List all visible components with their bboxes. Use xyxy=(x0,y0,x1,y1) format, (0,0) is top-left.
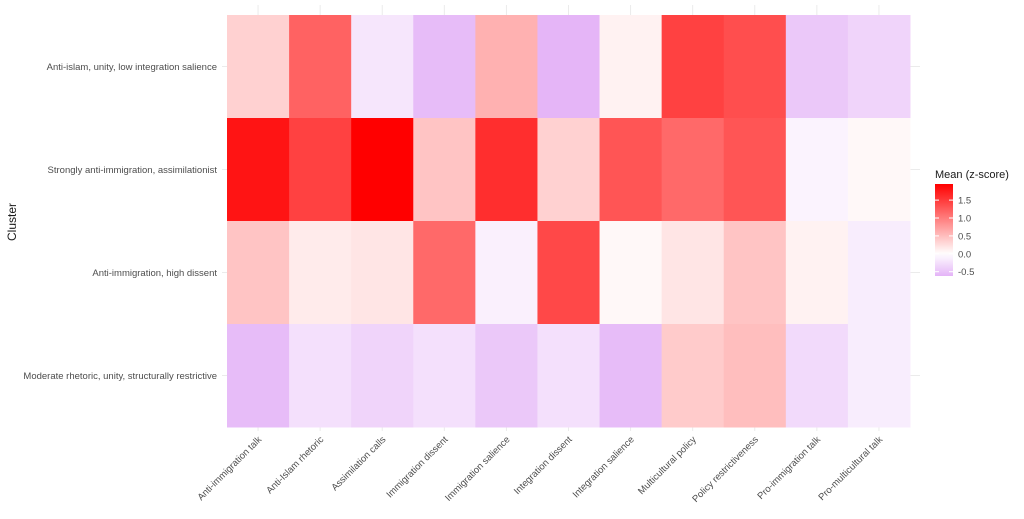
heatmap-cell xyxy=(413,118,476,222)
x-tick-label: Integration dissent xyxy=(512,434,575,497)
y-axis-title: Cluster xyxy=(5,203,19,241)
x-tick-label: Integration salience xyxy=(571,434,637,500)
heatmap-cell xyxy=(475,221,538,325)
heatmap-cell xyxy=(723,324,787,428)
heatmap-cell xyxy=(475,15,538,119)
heatmap-cell xyxy=(599,221,663,325)
heatmap-cell xyxy=(847,118,911,222)
heatmap-cell xyxy=(723,118,787,222)
heatmap-cell xyxy=(289,221,352,325)
legend-label: 1.5 xyxy=(958,196,971,207)
heatmap-cell xyxy=(351,324,414,428)
heatmap-cell xyxy=(227,324,290,428)
heatmap-cell xyxy=(289,15,352,119)
legend-label: 1.0 xyxy=(958,214,971,225)
heatmap-cell xyxy=(661,221,725,325)
legend-label: 0.5 xyxy=(958,231,971,242)
x-tick-label: Assimilation calls xyxy=(329,434,388,493)
y-tick-labels: Anti-islam, unity, low integration salie… xyxy=(23,62,217,382)
heatmap-cell xyxy=(537,15,601,119)
x-tick-label: Anti-immigration talk xyxy=(196,434,265,503)
heatmap-cell xyxy=(723,221,787,325)
heatmap-cell xyxy=(661,324,725,428)
heatmap-cell xyxy=(599,118,663,222)
legend-label: -0.5 xyxy=(958,267,974,278)
heatmap-cell xyxy=(785,324,849,428)
heatmap-cell xyxy=(847,15,911,119)
heatmap-cell xyxy=(785,15,849,119)
heatmap-cell xyxy=(537,324,601,428)
heatmap-cell xyxy=(847,221,911,325)
heatmap-cell xyxy=(413,15,476,119)
heatmap-cell xyxy=(289,118,352,222)
legend-title: Mean (z-score) xyxy=(935,169,1009,181)
heatmap-cell xyxy=(289,324,352,428)
heatmap-cell xyxy=(475,118,538,222)
y-tick-label: Strongly anti-immigration, assimilationi… xyxy=(48,165,218,176)
heatmap-cell xyxy=(475,324,538,428)
x-tick-label: Immigration salience xyxy=(443,434,512,503)
heatmap-cell xyxy=(227,118,290,222)
x-tick-label: Pro-immigration talk xyxy=(755,434,823,502)
x-tick-label: Anti-Islam rhetoric xyxy=(264,434,326,496)
heatmap-cell xyxy=(413,221,476,325)
x-tick-labels: Anti-immigration talk Anti-Islam rhetoric… xyxy=(196,434,886,505)
legend-label: 0.0 xyxy=(958,249,971,260)
heatmap-cells xyxy=(227,15,911,428)
x-tick-label: Policy restrictiveness xyxy=(690,434,761,505)
heatmap-cell xyxy=(227,221,290,325)
heatmap-cell xyxy=(413,324,476,428)
heatmap-cell xyxy=(785,221,849,325)
heatmap-cell xyxy=(351,15,414,119)
heatmap-cell xyxy=(537,221,601,325)
heatmap-cell xyxy=(661,15,725,119)
legend-colorbar xyxy=(935,184,953,276)
heatmap-cell xyxy=(847,324,911,428)
heatmap-cell xyxy=(723,15,787,119)
x-tick-label: Multicultural policy xyxy=(636,434,699,497)
heatmap-cell xyxy=(351,221,414,325)
heatmap-cell xyxy=(661,118,725,222)
heatmap-cell xyxy=(351,118,414,222)
heatmap-cell xyxy=(785,118,849,222)
y-tick-label: Moderate rhetoric, unity, structurally r… xyxy=(23,371,217,382)
x-tick-label: Immigration dissent xyxy=(384,434,450,500)
heatmap-cell xyxy=(227,15,290,119)
x-tick-label: Pro-multicultural talk xyxy=(816,434,885,503)
y-tick-label: Anti-immigration, high dissent xyxy=(92,268,217,279)
heatmap-cell xyxy=(537,118,601,222)
y-tick-label: Anti-islam, unity, low integration salie… xyxy=(47,62,217,73)
color-legend: Mean (z-score) 1.5 1.0 0.5 0.0 -0.5 xyxy=(935,169,1009,278)
heatmap-cell xyxy=(599,15,663,119)
heatmap-cell xyxy=(599,324,663,428)
